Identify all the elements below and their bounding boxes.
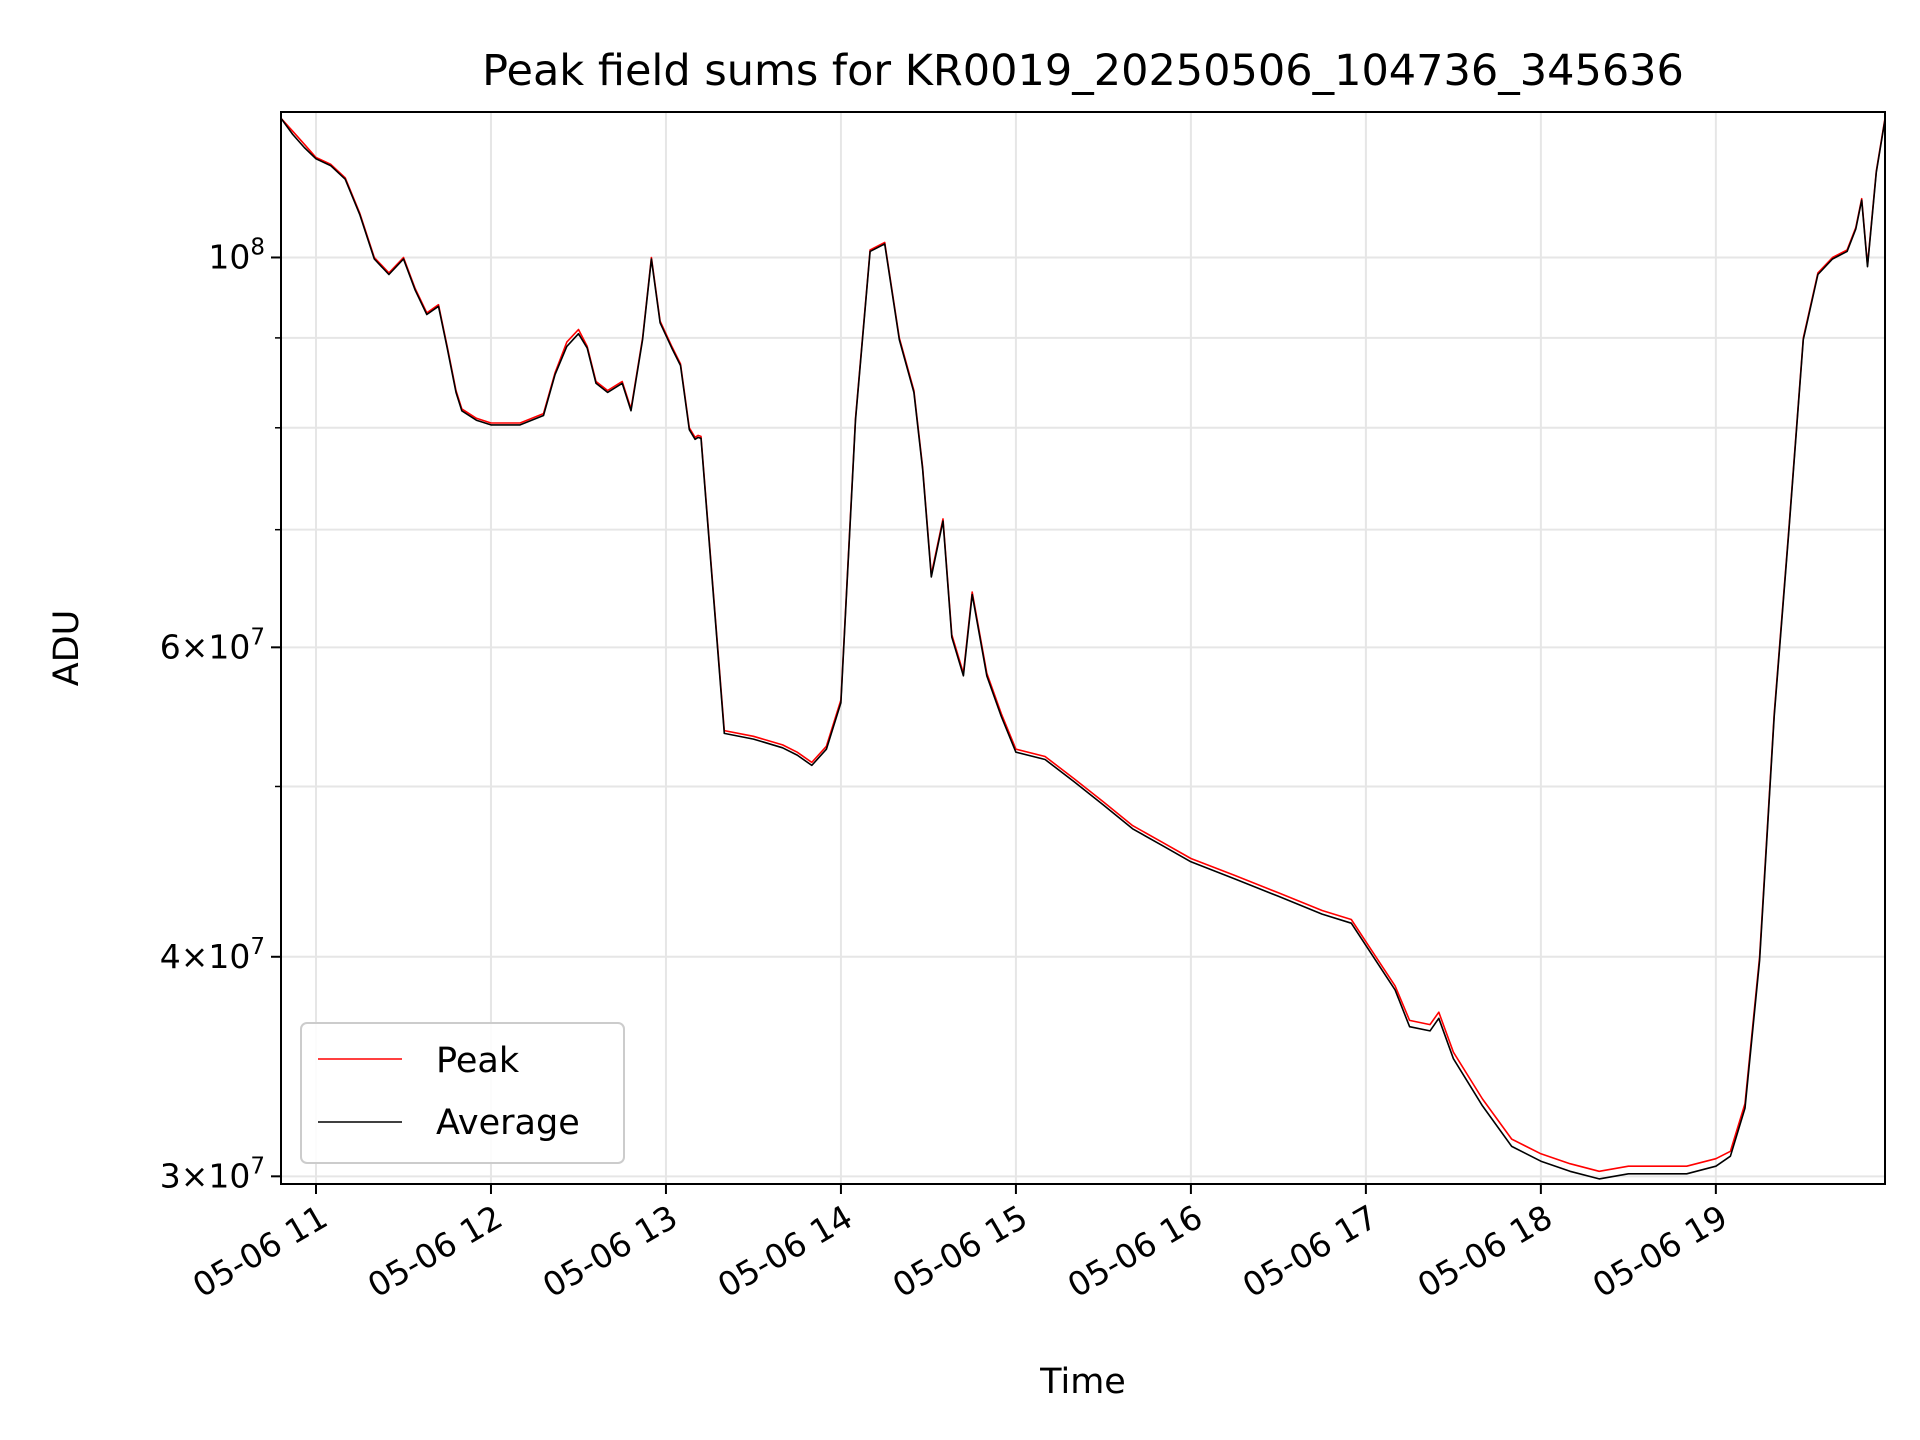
legend: Peak Average [300,1022,625,1164]
legend-box [300,1022,625,1164]
y-tick-label: 4×107 [160,934,265,976]
chart-title: Peak field sums for KR0019_20250506_1047… [482,46,1684,96]
y-tick-label: 3×107 [160,1153,265,1195]
legend-label-peak: Peak [436,1041,520,1081]
y-tick-label: 108 [208,234,265,276]
y-tick-label: 6×107 [160,624,265,666]
y-axis-label: ADU [47,610,87,687]
legend-label-average: Average [436,1103,580,1143]
series-layer [280,117,1886,1180]
series-line-average [280,117,1886,1180]
x-axis-label: Time [1039,1362,1126,1402]
